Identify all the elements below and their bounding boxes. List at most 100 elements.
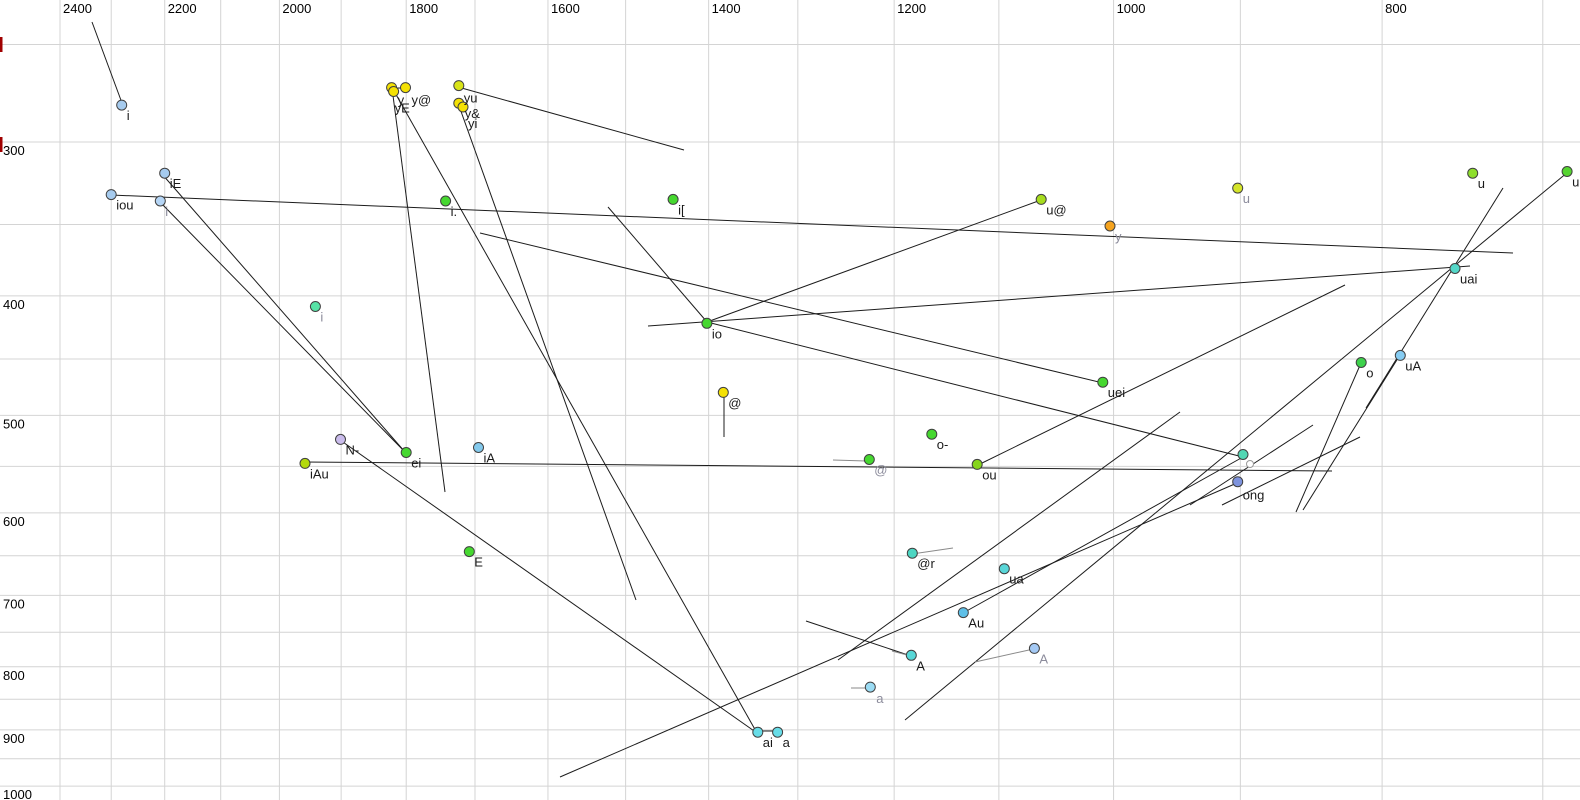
vowel-label-a: a xyxy=(783,735,791,750)
label-leader-lines xyxy=(832,459,1030,689)
x-axis-tick-label: 1800 xyxy=(409,1,438,16)
x-axis-tick-label: 1200 xyxy=(897,1,926,16)
vowel-point-uai xyxy=(1449,263,1461,274)
vowel-label-ou: ou xyxy=(982,467,996,482)
vowel-point-iAu xyxy=(299,457,311,469)
trajectory-line xyxy=(706,321,1244,458)
vowel-label-A: A xyxy=(916,658,925,673)
vowel-point-@r xyxy=(906,547,918,559)
y-axis-tick-label: 600 xyxy=(3,514,25,529)
vowel-point-Au xyxy=(957,607,969,619)
trajectory-line xyxy=(977,284,1346,466)
vowel-label-o: o xyxy=(1366,366,1373,381)
trajectory-line xyxy=(457,86,685,151)
trajectory-line xyxy=(391,87,446,493)
vowel-label-uei: uei xyxy=(1108,385,1125,400)
vowel-point-@ xyxy=(863,454,875,465)
vowel-label-i.: i. xyxy=(451,204,458,219)
vowel-label-y&: y& xyxy=(465,106,481,121)
vowel-point-i xyxy=(116,99,128,111)
x-axis-tick-label: 1600 xyxy=(551,1,580,16)
x-axis-tick-label: 2000 xyxy=(282,1,311,16)
vowel-point-uei xyxy=(1097,376,1109,388)
trajectory-line xyxy=(962,456,1244,614)
vowel-label-y@: y@ xyxy=(412,93,432,108)
vowel-point-ua xyxy=(998,563,1010,575)
vowel-label-yE: yE xyxy=(395,101,411,116)
vowel-label-a: a xyxy=(876,691,884,706)
vowel-label-yu: yu xyxy=(464,91,478,106)
vowel-point-y@ xyxy=(400,82,411,94)
trajectory-line xyxy=(647,265,1471,327)
vowel-label-@r: @r xyxy=(917,556,935,571)
vowel-label-y: y xyxy=(1115,229,1122,244)
trajectory-lines xyxy=(91,21,1569,778)
y-axis-tick-label: 300 xyxy=(3,143,25,158)
vowel-label-N-: N- xyxy=(346,442,360,457)
trajectory-line xyxy=(393,90,758,734)
vowel-point-u@ xyxy=(1035,193,1047,205)
x-axis-tick-label: 800 xyxy=(1385,1,1407,16)
vowel-label-yi: yi xyxy=(468,116,478,131)
vowel-label-ong: ong xyxy=(1243,488,1265,503)
vowel-label-@: @ xyxy=(874,463,887,478)
vowel-point-u xyxy=(1467,167,1479,179)
vowel-label-u: u xyxy=(1572,175,1579,190)
vowel-point-ai xyxy=(752,726,764,738)
vowel-label-i: i xyxy=(127,108,130,123)
vowel-point-A xyxy=(905,649,917,661)
vowel-label-uA: uA xyxy=(1405,358,1421,373)
trajectory-line xyxy=(1365,187,1504,409)
vowel-label-Au: Au xyxy=(968,616,984,631)
vowel-point-i. xyxy=(440,195,452,207)
y-axis-tick-label: 400 xyxy=(3,297,25,312)
vowel-label-ua: ua xyxy=(1009,572,1024,587)
y-axis-tick-label: 900 xyxy=(3,731,25,746)
vowel-point-uA xyxy=(1394,349,1406,361)
vowel-label-ei: ei xyxy=(411,456,421,471)
vowel-point-o xyxy=(1355,357,1367,368)
trajectory-line xyxy=(607,206,708,323)
vowel-label-y: y xyxy=(398,93,405,108)
trajectory-line xyxy=(91,21,123,104)
vowel-label-@: @ xyxy=(728,395,741,410)
vowel-label-E: E xyxy=(474,555,483,570)
vowel-point-@ xyxy=(717,386,729,398)
vowel-point-ei xyxy=(400,447,412,458)
axis-tick-labels: 2400 2200 2000 1800 1600 1400 1200 1000 800 300 40… xyxy=(3,1,1407,800)
vowel-point-a xyxy=(772,726,784,738)
trajectory-line xyxy=(457,102,637,601)
vowel-label-u: u xyxy=(1243,191,1250,206)
vowel-point-y xyxy=(1104,220,1116,232)
vowel-point-i[ xyxy=(667,193,679,205)
vowel-point-N- xyxy=(335,433,346,445)
trajectory-line xyxy=(805,620,912,657)
vowel-point-iA xyxy=(473,442,484,453)
vowel-label-A: A xyxy=(1039,651,1048,666)
trajectory-line xyxy=(303,461,1333,472)
vowel-points xyxy=(105,80,1573,738)
x-axis-tick-label: 2200 xyxy=(168,1,197,16)
vowel-point-ong xyxy=(1232,476,1244,488)
y-axis-tick-label: 500 xyxy=(3,416,25,431)
vowel-label-i: i xyxy=(320,310,323,325)
leader-line xyxy=(891,650,908,656)
vowel-point-unlabeled xyxy=(1237,449,1249,460)
y-axis-tick-label: 800 xyxy=(3,668,25,683)
open-circle-marker xyxy=(1246,460,1254,468)
vowel-point-i xyxy=(154,195,166,207)
y-axis-tick-label: 1000 xyxy=(3,787,32,800)
vowel-label-o-: o- xyxy=(937,437,949,452)
vowel-point-yE xyxy=(388,86,400,97)
vowel-label-ai: ai xyxy=(763,735,773,750)
vowel-point-a xyxy=(864,681,876,693)
vowel-label-iou: iou xyxy=(116,198,133,213)
vowel-label-i: i xyxy=(165,204,168,219)
vowel-point-iou xyxy=(105,189,117,201)
trajectory-line xyxy=(110,194,1514,254)
vowel-label-io: io xyxy=(712,326,722,341)
vowel-point-iE xyxy=(159,167,171,179)
